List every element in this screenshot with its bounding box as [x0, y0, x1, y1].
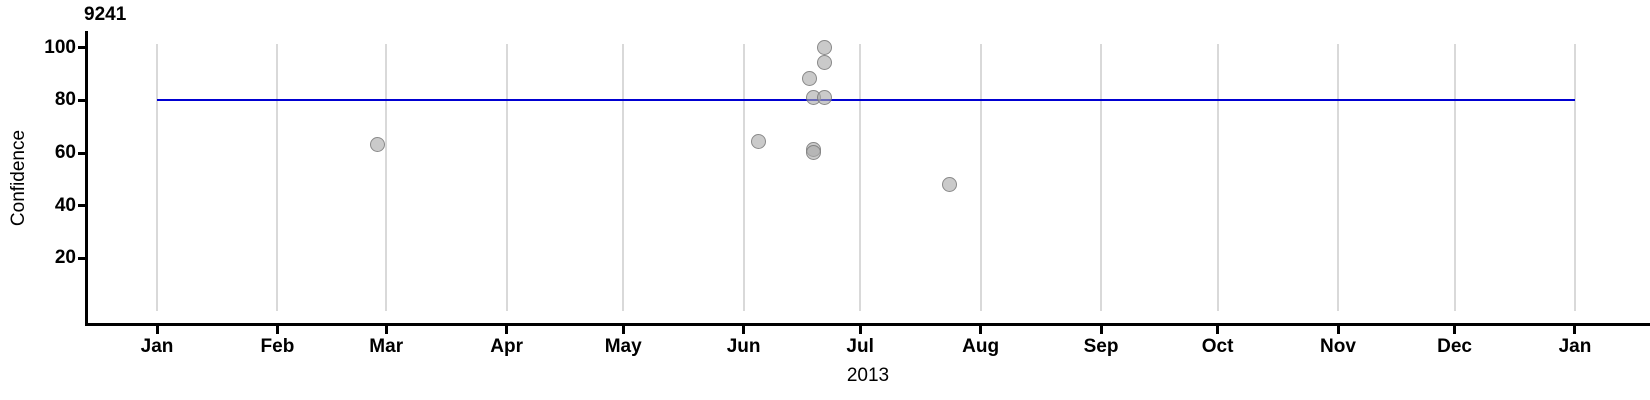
x-tick-label: Sep: [1083, 336, 1119, 357]
data-point: [805, 145, 821, 160]
month-gridline: [742, 44, 745, 311]
data-point: [801, 71, 817, 87]
x-axis-tick: [1216, 326, 1220, 334]
x-tick-label: Jan: [140, 336, 174, 357]
y-tick-label: 100: [44, 36, 76, 58]
x-axis-tick: [505, 326, 509, 334]
x-axis-tick: [1336, 326, 1340, 334]
x-tick-label: Jan: [1558, 336, 1592, 357]
data-point: [370, 137, 386, 153]
x-axis-tick: [384, 326, 388, 334]
x-axis-tick: [858, 326, 862, 334]
x-tick-label: Apr: [490, 336, 523, 357]
y-tick-label: 20: [54, 247, 76, 269]
x-tick-label: Dec: [1437, 336, 1472, 357]
x-axis-tick: [621, 326, 625, 334]
y-axis-tick: [78, 151, 86, 155]
y-tick-label: 80: [54, 89, 76, 111]
x-axis-label: 2013: [846, 365, 890, 386]
x-tick-label: Nov: [1320, 336, 1356, 357]
month-gridline: [385, 44, 388, 311]
month-gridline: [276, 44, 279, 311]
data-point: [817, 39, 833, 55]
chart-title: 9241: [84, 4, 127, 25]
month-gridline: [622, 44, 625, 311]
x-axis-tick: [1099, 326, 1103, 334]
x-tick-label: Aug: [962, 336, 1000, 357]
x-tick-label: Jun: [726, 336, 761, 357]
month-gridline: [1337, 44, 1339, 311]
reference-line-80: [157, 99, 1575, 102]
month-gridline: [505, 44, 508, 311]
x-tick-label: May: [604, 336, 642, 357]
x-tick-label: Oct: [1201, 336, 1234, 357]
y-tick-label: 40: [54, 194, 76, 216]
month-gridline: [1216, 44, 1219, 311]
month-gridline: [979, 44, 982, 311]
month-gridline: [1573, 44, 1576, 311]
x-axis-tick: [979, 326, 983, 334]
month-gridline: [1100, 44, 1103, 311]
y-tick-label: 60: [54, 142, 76, 163]
x-axis-line: [85, 323, 1650, 326]
month-gridline: [1453, 44, 1456, 311]
x-axis-tick: [742, 326, 746, 334]
month-gridline: [859, 44, 862, 311]
y-axis-tick: [78, 204, 86, 208]
x-axis-tick: [1453, 326, 1457, 334]
x-axis-tick: [155, 326, 159, 334]
y-axis-line: [85, 31, 88, 326]
data-point: [751, 134, 767, 150]
data-point: [941, 176, 957, 192]
x-tick-label: Jul: [846, 336, 874, 357]
y-axis-label: Confidence: [8, 129, 29, 227]
data-point: [817, 55, 833, 71]
y-axis-tick: [78, 46, 86, 50]
data-point: [817, 89, 833, 105]
x-tick-label: Mar: [369, 336, 404, 357]
x-tick-label: Feb: [260, 336, 295, 357]
x-axis-tick: [275, 326, 279, 334]
month-gridline: [156, 44, 158, 311]
x-axis-tick: [1573, 326, 1577, 334]
y-axis-tick: [78, 256, 86, 260]
y-axis-tick: [78, 98, 86, 102]
